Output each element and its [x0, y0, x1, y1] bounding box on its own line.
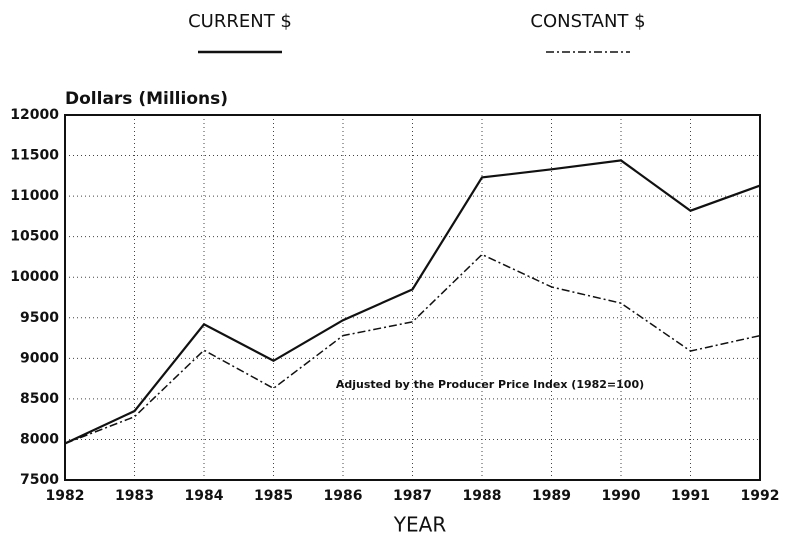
x-tick-label: 1988 [463, 488, 502, 504]
legend-label: CURRENT $ [188, 11, 292, 32]
y-tick-label: 9000 [20, 350, 59, 366]
x-tick-label: 1989 [532, 488, 571, 504]
y-axis-label: Dollars (Millions) [65, 89, 228, 109]
y-tick-label: 10000 [10, 269, 59, 285]
x-tick-label: 1984 [185, 488, 224, 504]
x-tick-label: 1983 [115, 488, 154, 504]
x-tick-label: 1985 [254, 488, 293, 504]
x-axis-label: YEAR [393, 513, 447, 537]
y-tick-label: 8500 [20, 391, 59, 407]
x-tick-label: 1990 [602, 488, 641, 504]
y-tick-label: 10500 [10, 229, 59, 245]
x-tick-label: 1986 [324, 488, 363, 504]
y-tick-label: 7500 [20, 472, 59, 488]
y-tick-label: 8000 [20, 431, 59, 447]
y-tick-label: 9500 [20, 310, 59, 326]
plot-frame [64, 114, 761, 481]
y-tick-label: 11000 [10, 188, 59, 204]
legend-label: CONSTANT $ [530, 11, 645, 32]
annotation: Adjusted by the Producer Price Index (19… [336, 378, 644, 391]
data-line [64, 159, 761, 445]
y-tick-label: 11500 [10, 148, 59, 164]
x-tick-label: 1991 [671, 488, 710, 504]
x-tick-label: 1992 [741, 488, 780, 504]
x-tick-label: 1982 [46, 488, 85, 504]
x-tick-label: 1987 [393, 488, 432, 504]
y-tick-label: 12000 [10, 107, 59, 123]
